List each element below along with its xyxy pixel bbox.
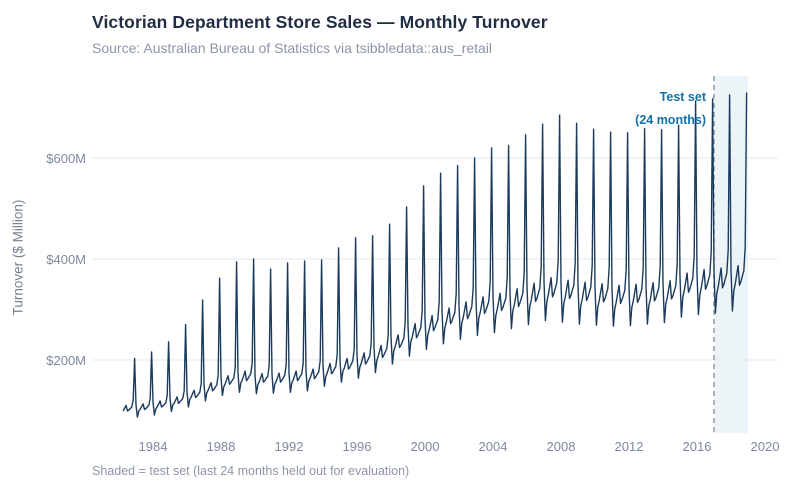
- x-tick-label: 2020: [750, 439, 780, 454]
- chart-title: Victorian Department Store Sales — Month…: [92, 12, 548, 32]
- test-set-annotation-line2: (24 months): [635, 113, 706, 128]
- turnover-series-line: [122, 92, 748, 418]
- chart-caption: Shaded = test set (last 24 months held o…: [92, 464, 410, 478]
- test-set-annotation: Test set (24 months): [635, 86, 706, 132]
- x-tick-label: 1988: [206, 439, 236, 454]
- y-tick-label: $600M: [46, 151, 86, 166]
- x-tick-label: 2012: [614, 439, 644, 454]
- x-tick-label: 1992: [274, 439, 304, 454]
- x-tick-label: 1984: [138, 439, 168, 454]
- test-set-annotation-line1: Test set: [659, 90, 706, 104]
- x-tick-label: 2000: [410, 439, 440, 454]
- x-tick-label: 2004: [478, 439, 508, 454]
- chart-subtitle: Source: Australian Bureau of Statistics …: [92, 40, 492, 56]
- x-tick-label: 2016: [682, 439, 712, 454]
- y-tick-label: $400M: [46, 252, 86, 267]
- y-tick-label: $200M: [46, 353, 86, 368]
- x-tick-label: 1996: [342, 439, 372, 454]
- x-tick-label: 2008: [546, 439, 576, 454]
